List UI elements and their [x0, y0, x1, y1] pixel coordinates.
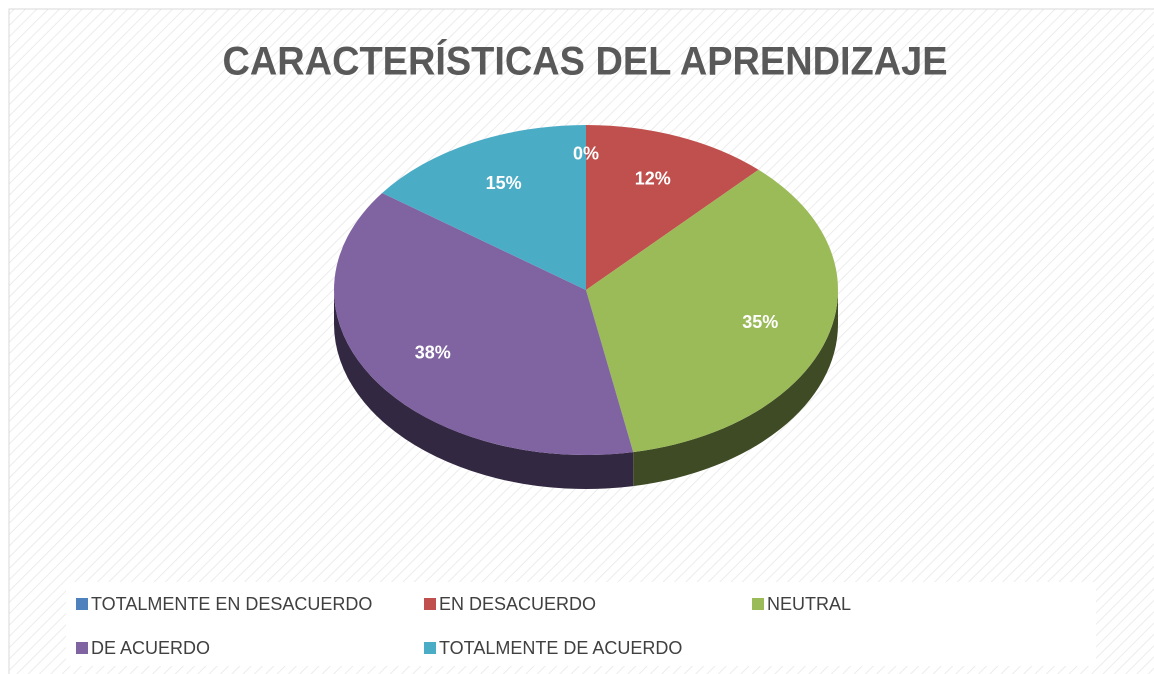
legend-swatch — [76, 642, 88, 654]
data-label: 0% — [573, 143, 599, 163]
pie-slice — [586, 125, 759, 290]
data-label: 15% — [486, 173, 522, 193]
slice-side — [633, 290, 839, 487]
legend-label: NEUTRAL — [767, 594, 851, 614]
legend-label: TOTALMENTE DE ACUERDO — [439, 638, 682, 658]
legend-box — [66, 582, 1096, 666]
pie-slice — [382, 125, 586, 290]
legend-swatch — [424, 642, 436, 654]
data-label: 35% — [742, 312, 778, 332]
legend-swatch — [76, 598, 88, 610]
legend-label: TOTALMENTE EN DESACUERDO — [91, 594, 372, 614]
chart-title: CARACTERÍSTICAS DEL APRENDIZAJE — [223, 39, 948, 84]
legend-swatch — [424, 598, 436, 610]
pie-slice — [586, 169, 839, 453]
data-label: 38% — [415, 342, 451, 362]
legend-label: DE ACUERDO — [91, 638, 210, 658]
data-label: 12% — [635, 168, 671, 188]
slice-side — [334, 290, 634, 489]
legend-label: EN DESACUERDO — [439, 594, 596, 614]
pie-slice — [334, 193, 634, 455]
legend-swatch — [752, 598, 764, 610]
